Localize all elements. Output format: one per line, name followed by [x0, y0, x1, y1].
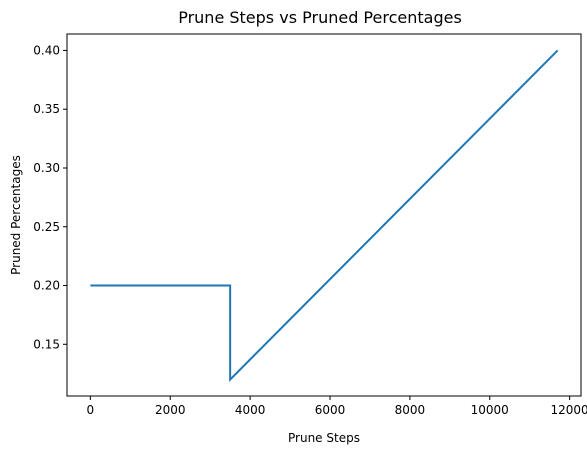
y-tick-label: 0.30 [33, 161, 60, 175]
x-tick-label: 6000 [315, 403, 346, 417]
x-tick-label: 0 [87, 403, 95, 417]
chart-title: Prune Steps vs Pruned Percentages [178, 8, 462, 27]
x-axis-label: Prune Steps [288, 431, 360, 445]
y-tick-label: 0.20 [33, 279, 60, 293]
x-tick-label: 4000 [235, 403, 266, 417]
y-tick-label: 0.25 [33, 220, 60, 234]
x-tick-label: 10000 [471, 403, 509, 417]
y-tick-label: 0.35 [33, 102, 60, 116]
y-axis-label: Pruned Percentages [9, 155, 23, 275]
series-layer [90, 49, 559, 382]
y-tick-label: 0.15 [33, 337, 60, 351]
y-axis-ticks: 0.15 0.20 0.25 0.30 0.35 0.40 [33, 43, 67, 351]
x-tick-label: 2000 [155, 403, 186, 417]
x-tick-label: 8000 [395, 403, 426, 417]
plot-area: 0 2000 4000 6000 8000 10000 12000 0.15 0.20 0.25… [33, 33, 587, 417]
y-tick-label: 0.40 [33, 43, 60, 57]
series-line-0 [90, 49, 559, 382]
x-axis-ticks: 0 2000 4000 6000 8000 10000 12000 [87, 396, 587, 417]
x-tick-label: 12000 [551, 403, 587, 417]
axes-frame [66, 33, 582, 397]
